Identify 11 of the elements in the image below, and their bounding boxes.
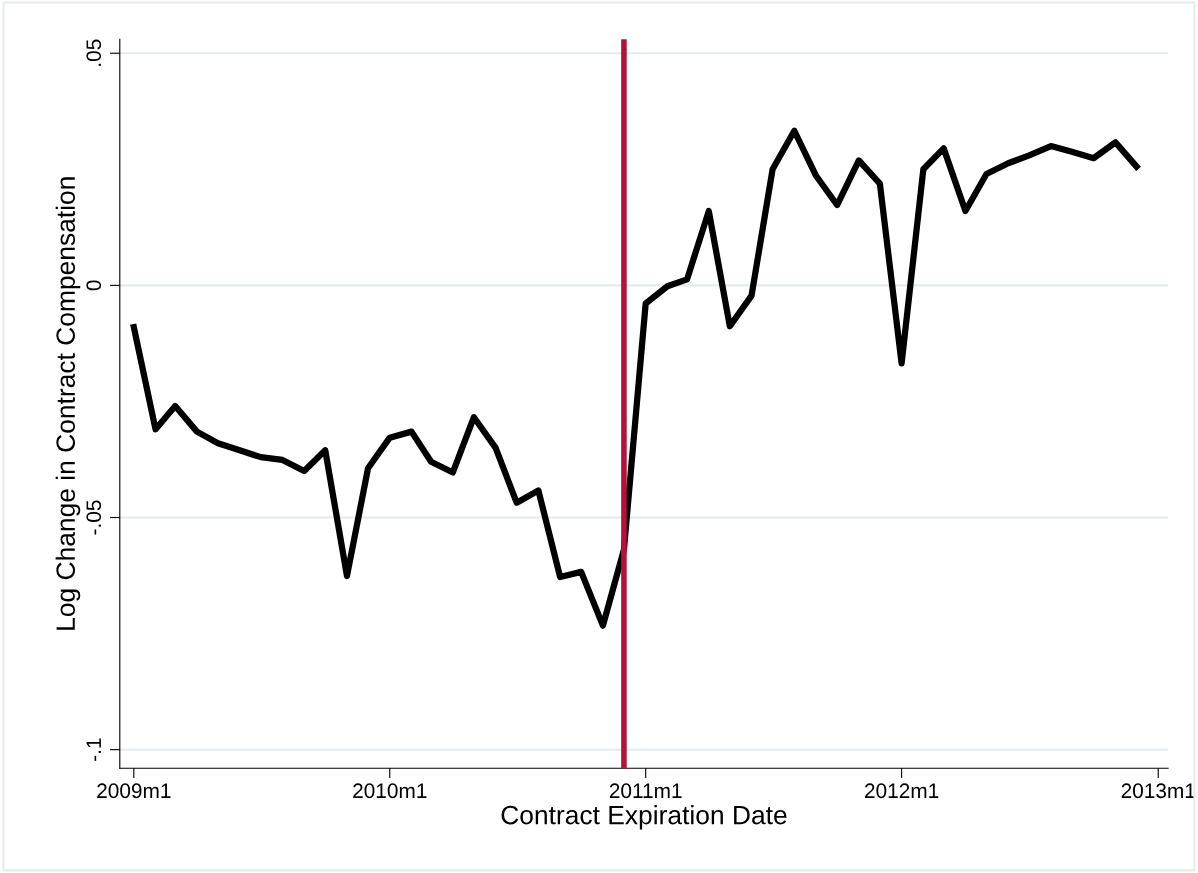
x-tick-label: 2013m1: [1121, 783, 1195, 799]
y-tick-label: -.05: [86, 500, 102, 535]
y-tick-label: .05: [86, 39, 102, 66]
y-tick-label: -.1: [86, 738, 101, 761]
x-tick-label: 2011m1: [609, 783, 682, 799]
x-tick-label: 2012m1: [865, 783, 939, 799]
x-axis-title: Contract Expiration Date: [501, 805, 787, 830]
x-tick-label: 2009m1: [97, 783, 171, 799]
y-axis-title: Log Change in Contract Compensation: [55, 177, 81, 630]
y-tick-label: 0: [86, 280, 102, 291]
x-tick-label: 2010m1: [353, 783, 427, 799]
